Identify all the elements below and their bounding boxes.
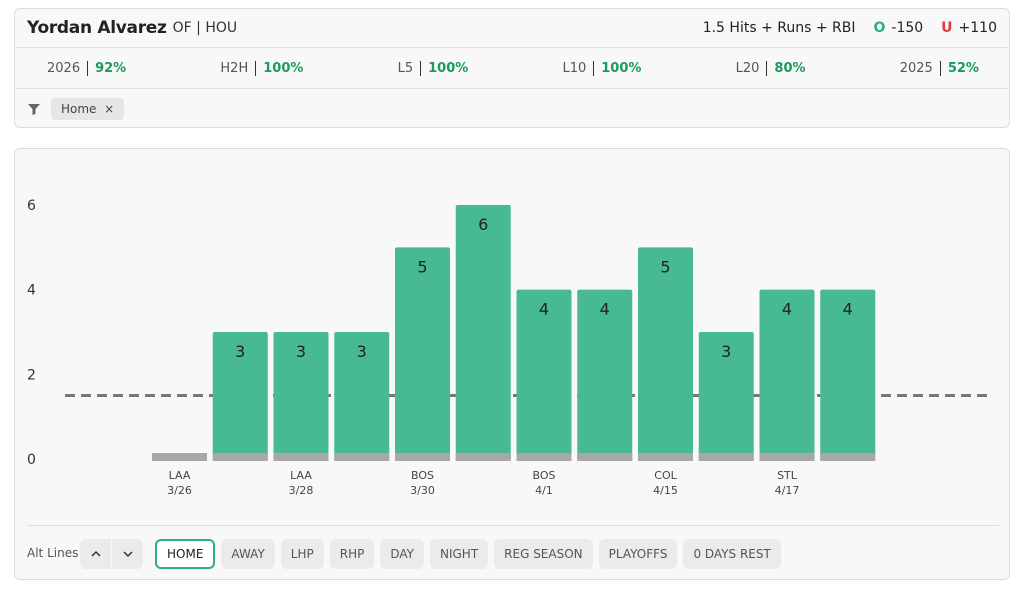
- stat: H2H 100%: [220, 60, 304, 76]
- bar: [273, 332, 329, 461]
- bar: [577, 289, 633, 461]
- prop-card: Yordan Alvarez OF | HOU 1.5 Hits + Runs …: [14, 8, 1010, 128]
- player-position: OF | HOU: [172, 20, 238, 36]
- filter-chip[interactable]: Home ×: [51, 98, 125, 120]
- chart: 0 2 4 6 LAA 3/26 3 3 LAA 3/28 3 5 BOS 3/30 6 4 BOS 4/1 4 5 C…: [27, 198, 993, 497]
- bar-base: [820, 453, 876, 461]
- y-tick-label: 4: [27, 283, 36, 299]
- stat-value: 100%: [428, 60, 469, 76]
- value-label: 4: [539, 300, 549, 319]
- header-row: Yordan Alvarez OF | HOU 1.5 Hits + Runs …: [15, 9, 1009, 48]
- over-icon: O: [873, 20, 886, 36]
- value-label: 6: [478, 215, 488, 234]
- stat: L20 80%: [736, 60, 806, 76]
- alt-lines-label: Alt Lines: [27, 546, 79, 560]
- value-label: 4: [843, 300, 853, 319]
- stat: 2025 52%: [900, 60, 979, 76]
- bar: [334, 332, 390, 461]
- filter-button[interactable]: 0 DAYS REST: [683, 539, 781, 569]
- stat-value: 100%: [601, 60, 642, 76]
- stat: L5 100%: [398, 60, 469, 76]
- bar: [395, 247, 450, 461]
- x-tick-label: LAA: [290, 469, 312, 482]
- under-icon: U: [941, 20, 953, 36]
- value-label: 5: [660, 257, 670, 276]
- filter-row: Home ×: [15, 89, 1009, 129]
- y-tick-label: 6: [27, 198, 36, 214]
- alt-up[interactable]: [80, 539, 111, 569]
- stat-value: 80%: [774, 60, 806, 76]
- filter-button[interactable]: PLAYOFFS: [598, 539, 678, 569]
- y-tick-label: 0: [27, 452, 36, 468]
- stat-value: 52%: [947, 60, 979, 76]
- bar-base: [395, 453, 450, 461]
- bar: [759, 289, 815, 461]
- filter-icon: [28, 104, 40, 115]
- value-label: 3: [357, 342, 367, 361]
- bar-base: [212, 453, 268, 461]
- filter-button[interactable]: DAY: [380, 539, 424, 569]
- filter-button[interactable]: LHP: [280, 539, 324, 569]
- bar: [516, 289, 572, 461]
- x-tick-label: 3/28: [289, 484, 314, 497]
- bar-base: [455, 453, 511, 461]
- bar: [152, 453, 207, 461]
- alt-down[interactable]: [112, 539, 143, 569]
- bar: [638, 247, 693, 461]
- bar-base: [577, 453, 633, 461]
- stats-row: 2026 92% H2H 100% L5 100% L10 100% L20 80% 2025 52%: [15, 48, 1009, 89]
- x-tick-label: 3/30: [410, 484, 435, 497]
- bar: [212, 332, 268, 461]
- chart-card: 0 2 4 6 LAA 3/26 3 3 LAA 3/28 3 5 BOS 3/30 6 4 BOS 4/1 4 5 C…: [14, 148, 1010, 580]
- x-tick-label: BOS: [533, 469, 556, 482]
- bar-base: [698, 453, 754, 461]
- bar-base: [516, 453, 572, 461]
- prop-line: 1.5 Hits + Runs + RBI O -150 U +110: [703, 20, 997, 36]
- y-tick-label: 2: [27, 367, 36, 383]
- bar-base: [334, 453, 390, 461]
- x-tick-label: 4/15: [653, 484, 678, 497]
- stat-label: L10: [562, 60, 595, 76]
- x-tick-label: 3/26: [167, 484, 192, 497]
- stat-value: 100%: [263, 60, 304, 76]
- stat-label: L20: [736, 60, 768, 76]
- value-label: 4: [600, 300, 610, 319]
- value-label: 4: [782, 300, 792, 319]
- prop-text: 1.5 Hits + Runs + RBI: [702, 20, 856, 36]
- under-odds[interactable]: +110: [958, 20, 997, 36]
- stat: 2026 92%: [47, 60, 127, 76]
- x-tick-label: COL: [654, 469, 677, 482]
- stat-value: 92%: [95, 60, 127, 76]
- x-tick-label: STL: [777, 469, 798, 482]
- stat: L10 100%: [562, 60, 642, 76]
- filter-button[interactable]: REG SEASON: [494, 539, 593, 569]
- bar: [698, 332, 754, 461]
- bar: [455, 205, 511, 461]
- stat-label: L5: [398, 60, 422, 76]
- divider: [27, 525, 999, 526]
- bar-base: [638, 453, 693, 461]
- filter-button[interactable]: RHP: [329, 539, 375, 569]
- x-tick-label: LAA: [169, 469, 191, 482]
- value-label: 3: [721, 342, 731, 361]
- stat-label: 2026: [47, 60, 89, 76]
- filter-button[interactable]: HOME: [155, 539, 216, 569]
- bar-base: [759, 453, 815, 461]
- player-name: Yordan Alvarez: [27, 18, 167, 38]
- x-tick-label: 4/1: [535, 484, 553, 497]
- value-label: 3: [235, 342, 245, 361]
- over-odds[interactable]: -150: [891, 20, 924, 36]
- chip-label: Home: [61, 102, 97, 116]
- filter-button[interactable]: NIGHT: [429, 539, 489, 569]
- x-tick-label: BOS: [411, 469, 434, 482]
- value-label: 3: [296, 342, 306, 361]
- stat-label: H2H: [220, 60, 257, 76]
- x-tick-label: 4/17: [775, 484, 800, 497]
- bar-base: [273, 453, 329, 461]
- bar: [820, 289, 876, 461]
- filter-button[interactable]: AWAY: [221, 539, 275, 569]
- value-label: 5: [417, 257, 427, 276]
- stat-label: 2025: [900, 60, 941, 76]
